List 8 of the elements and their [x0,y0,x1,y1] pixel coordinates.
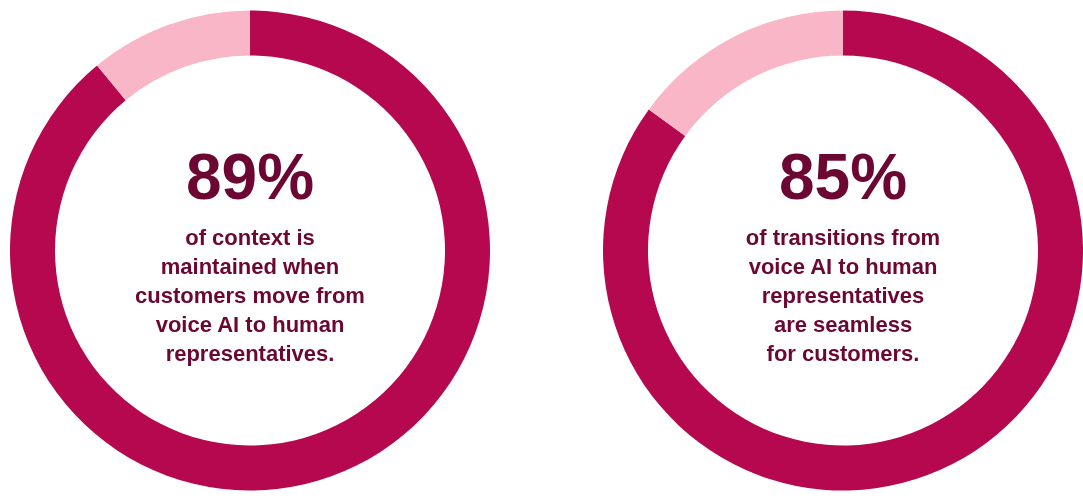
donut-slice [97,10,250,101]
donut-slice [10,10,490,491]
data-label: 89% [185,141,315,213]
donut-slice [603,10,1083,491]
text: of context is maintained when customers move from voice AI to human representatives. [135,225,365,366]
text: of transitions from voice AI to human representatives are seamless for customers. [745,225,941,366]
data-label: 85% [778,141,908,213]
donut-slice [648,10,843,136]
